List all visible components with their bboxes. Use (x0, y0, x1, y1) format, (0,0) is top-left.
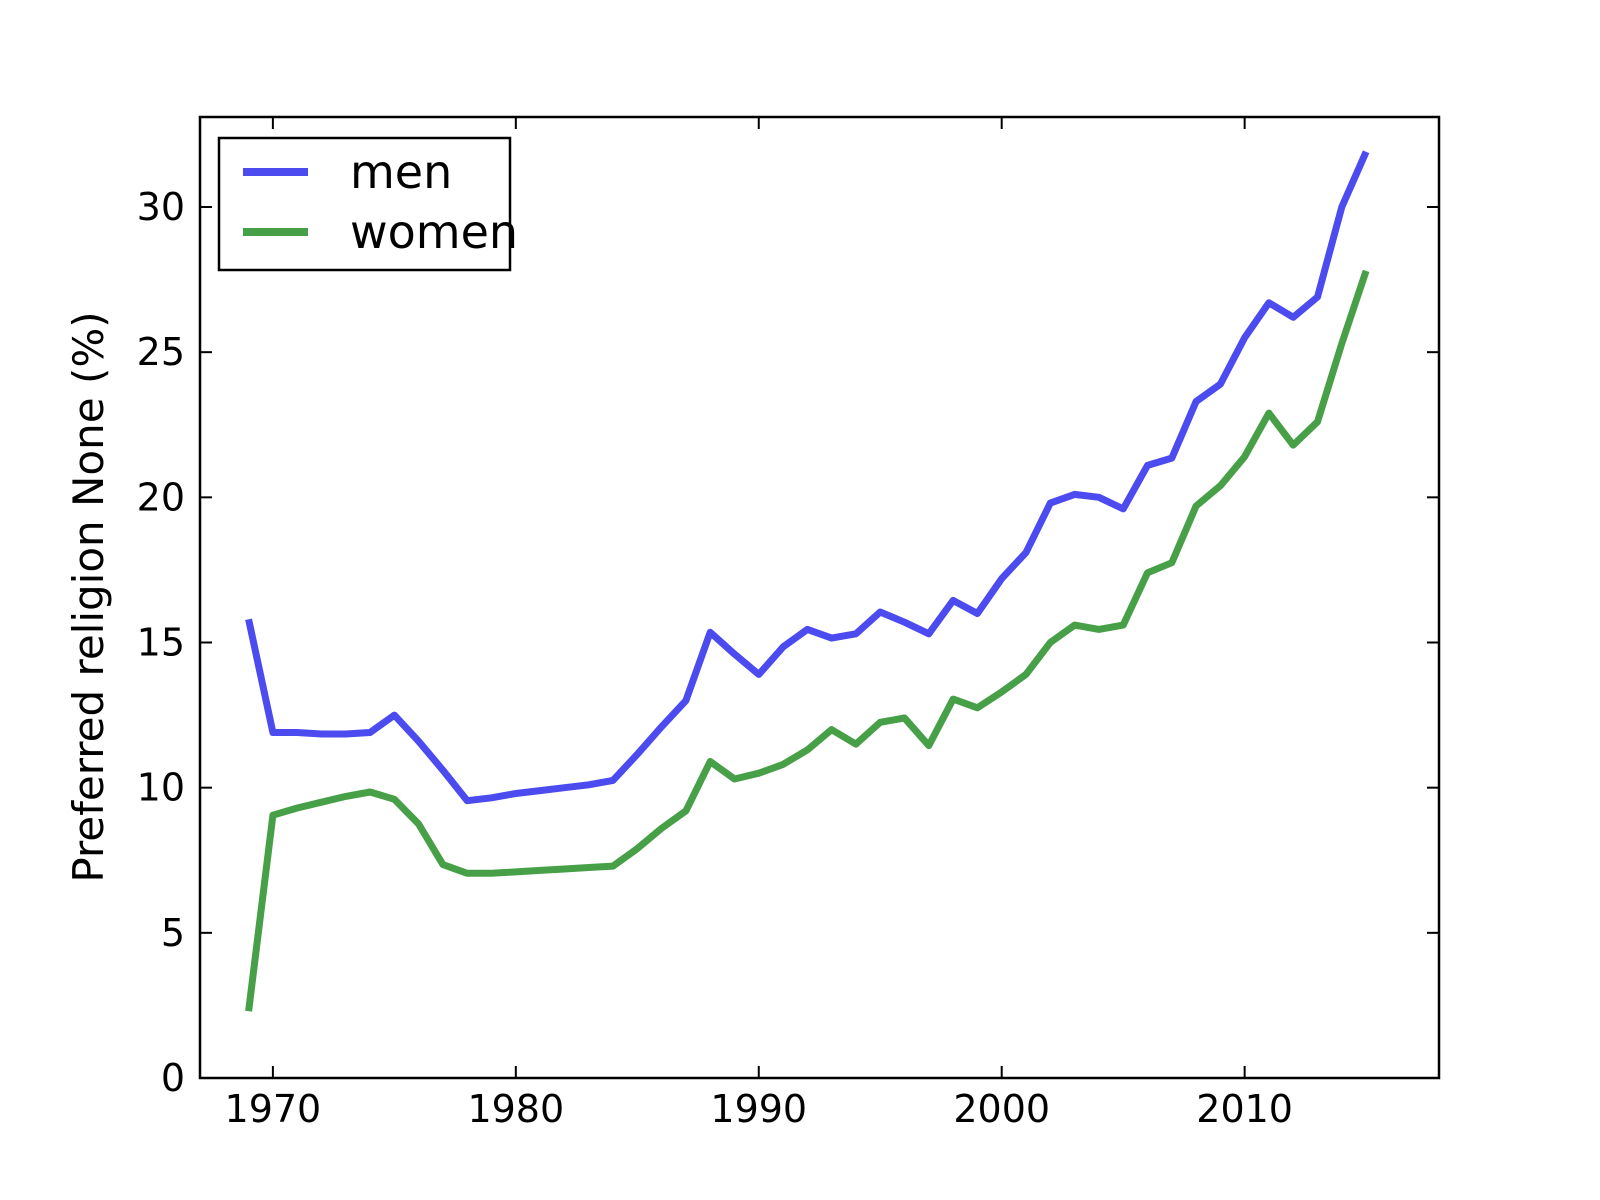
x-tick-label: 2010 (1196, 1087, 1293, 1131)
x-tick-label: 1980 (467, 1087, 564, 1131)
y-tick-label: 30 (137, 185, 185, 229)
x-tick-label: 2000 (953, 1087, 1050, 1131)
y-tick-label: 10 (137, 766, 185, 810)
y-tick-label: 25 (137, 330, 185, 374)
axis-ticks (200, 117, 1439, 1079)
y-tick-labels: 0 5 10 15 20 25 30 (137, 185, 185, 1100)
y-tick-label: 5 (161, 911, 185, 955)
y-tick-label: 0 (161, 1056, 185, 1100)
legend-box (217, 136, 512, 272)
x-tick-labels: 1970 1980 1990 2000 2010 (225, 1087, 1293, 1131)
y-tick-label: 20 (137, 475, 185, 519)
y-tick-label: 15 (137, 621, 185, 665)
x-tick-label: 1970 (225, 1087, 322, 1131)
legend: men women (217, 136, 518, 272)
series-lines (245, 150, 1370, 1012)
y-axis-label: Preferred religion None (%) (64, 311, 113, 882)
series-line-men (245, 150, 1370, 805)
series-line-women (245, 269, 1370, 1012)
x-tick-label: 1990 (710, 1087, 807, 1131)
legend-label-men: men (350, 145, 452, 199)
legend-label-women: women (350, 205, 518, 259)
plot-area-border (198, 115, 1441, 1080)
